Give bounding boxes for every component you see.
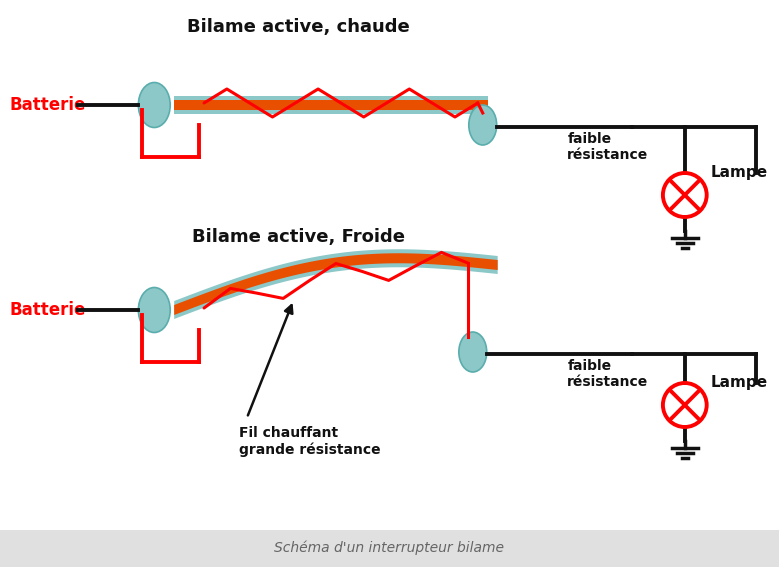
Text: Bilame active, Froide: Bilame active, Froide (192, 228, 405, 246)
Text: faible
résistance: faible résistance (568, 359, 648, 389)
Ellipse shape (139, 287, 170, 332)
Text: Fil chauffant
grande résistance: Fil chauffant grande résistance (239, 426, 381, 457)
Ellipse shape (469, 105, 496, 145)
FancyBboxPatch shape (0, 530, 779, 567)
Text: faible
résistance: faible résistance (568, 132, 648, 162)
Ellipse shape (459, 332, 487, 372)
Polygon shape (174, 249, 498, 319)
Text: Lampe: Lampe (711, 375, 768, 391)
Bar (174, 100, 488, 110)
Ellipse shape (139, 83, 170, 128)
Text: Batterie: Batterie (10, 301, 86, 319)
Text: Schéma d'un interrupteur bilame: Schéma d'un interrupteur bilame (274, 541, 504, 555)
Text: Bilame active, chaude: Bilame active, chaude (187, 18, 410, 36)
Text: Lampe: Lampe (711, 166, 768, 180)
Polygon shape (174, 253, 498, 315)
Text: Batterie: Batterie (10, 96, 86, 114)
Bar (174, 96, 488, 114)
